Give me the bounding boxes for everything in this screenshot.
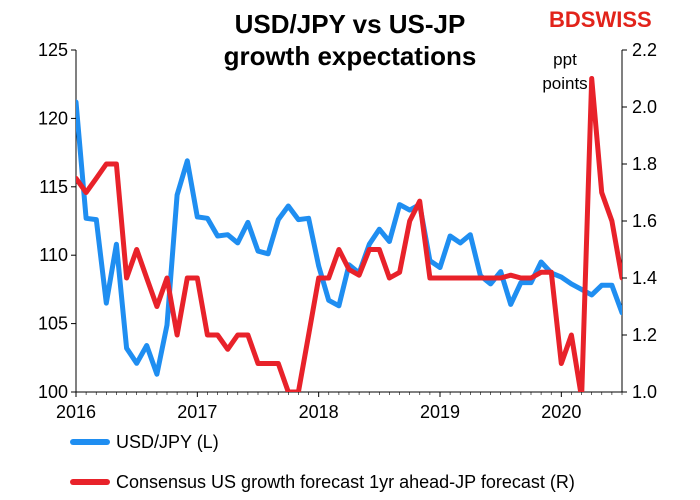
right-tick-label: 1.6 <box>632 211 657 231</box>
x-tick-label: 2018 <box>299 402 339 422</box>
legend-swatch-blue <box>70 439 110 445</box>
chart-title-line2: growth expectations <box>223 41 477 71</box>
right-tick-label: 1.8 <box>632 154 657 174</box>
x-tick-label: 2017 <box>177 402 217 422</box>
legend-item-usdjpy: USD/JPY (L) <box>70 430 575 454</box>
chart-title: USD/JPY vs US-JP growth expectations <box>150 8 550 72</box>
legend-swatch-red <box>70 479 110 485</box>
x-tick-label: 2020 <box>541 402 581 422</box>
legend-label-usdjpy: USD/JPY (L) <box>116 431 219 452</box>
right-tick-label: 1.0 <box>632 382 657 402</box>
left-tick-label: 110 <box>39 245 68 265</box>
left-tick-label: 125 <box>38 40 68 60</box>
x-tick-label: 2016 <box>56 402 96 422</box>
unit-note-line2: points <box>542 74 588 93</box>
axes-group: 100 105 110 115 120 125 1.0 1.2 1.4 1.6 1.8 2.0 2.2 2… <box>38 40 657 422</box>
legend-item-growth: Consensus US growth forecast 1yr ahead-J… <box>70 470 575 494</box>
right-axis-unit-note: ppt points <box>530 48 600 96</box>
right-tick-label: 2.2 <box>632 40 657 60</box>
legend: USD/JPY (L) Consensus US growth forecast… <box>70 430 575 500</box>
left-tick-label: 100 <box>38 382 68 402</box>
bdswiss-logo: BDSWISS <box>549 7 652 32</box>
left-tick-label: 115 <box>39 177 68 197</box>
series-line-usdjpy <box>76 99 622 377</box>
right-tick-label: 1.2 <box>632 325 657 345</box>
legend-label-growth: Consensus US growth forecast 1yr ahead-J… <box>116 471 575 492</box>
x-tick-label: 2019 <box>420 402 460 422</box>
series-line-growth-differential <box>76 76 622 392</box>
left-tick-label: 105 <box>38 314 68 334</box>
series-group <box>76 76 622 392</box>
left-tick-label: 120 <box>38 108 68 128</box>
unit-note-line1: ppt <box>553 50 577 69</box>
chart-title-line1: USD/JPY vs US-JP <box>234 9 466 39</box>
right-tick-label: 2.0 <box>632 97 657 117</box>
right-tick-label: 1.4 <box>632 268 657 288</box>
